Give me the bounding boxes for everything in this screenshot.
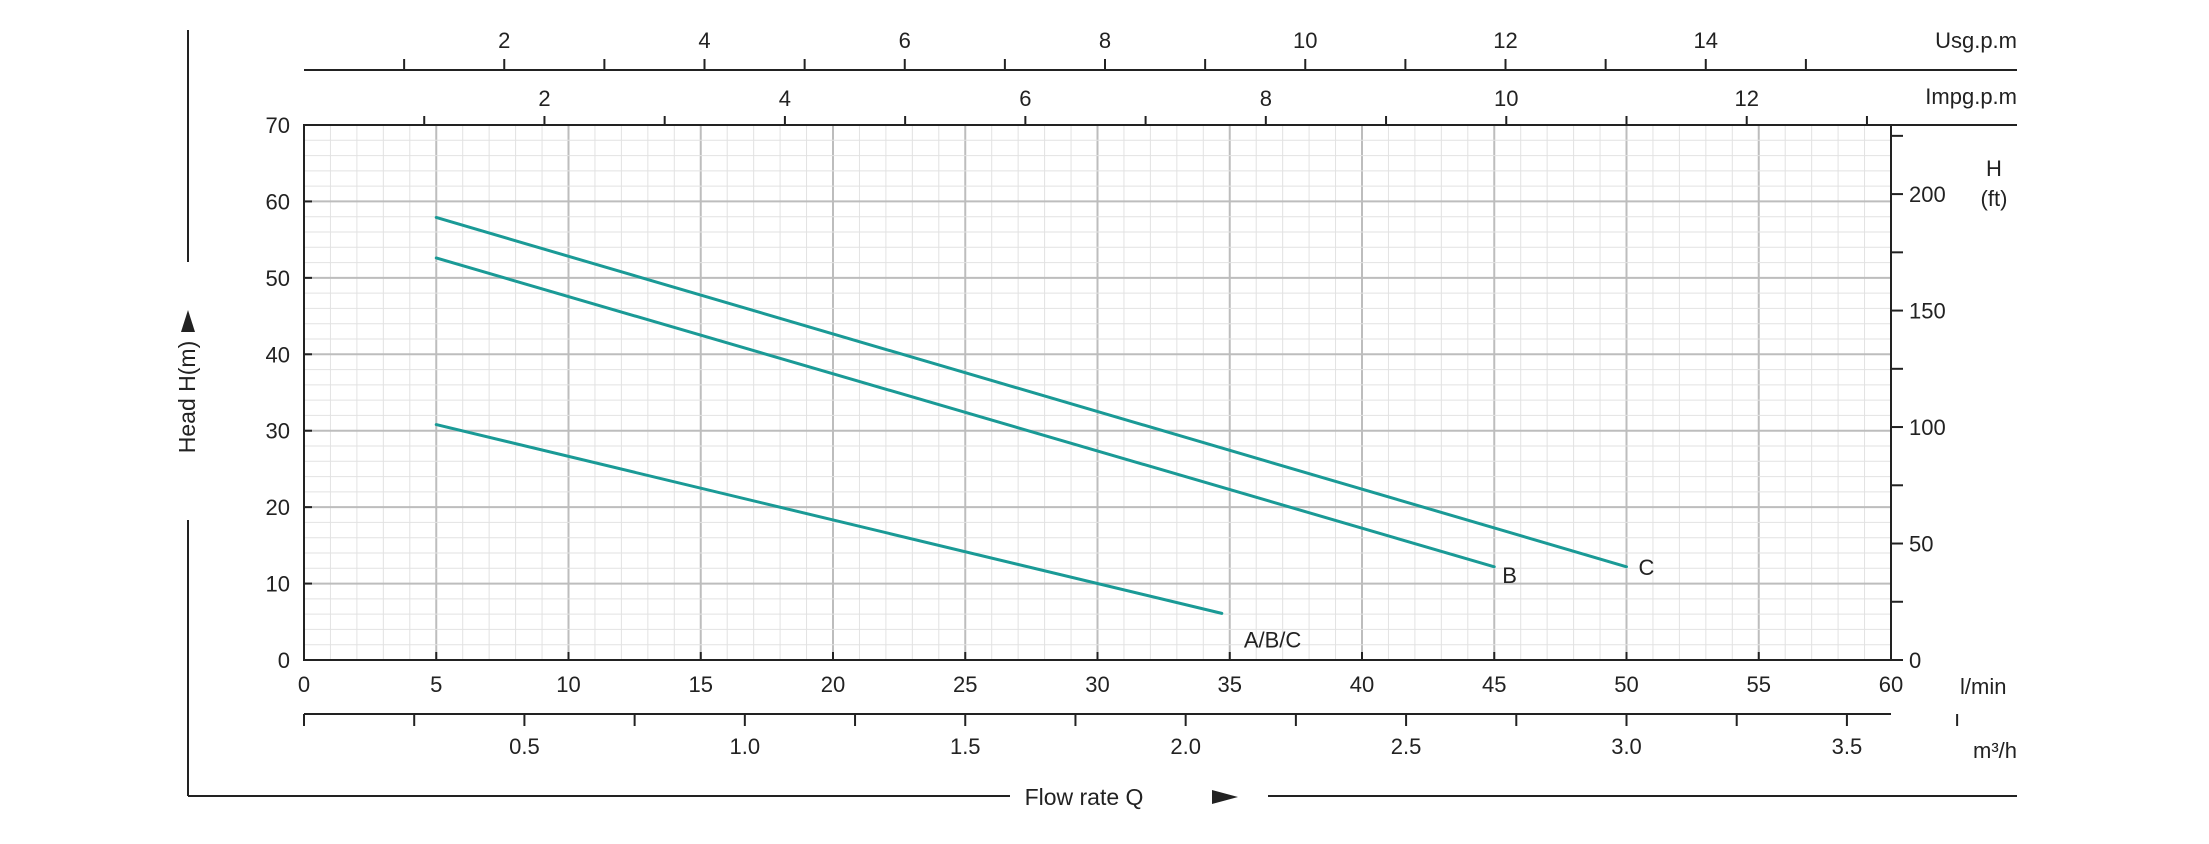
y-tick-label: 60 [266, 189, 290, 214]
series-label-a-b-c: A/B/C [1244, 627, 1302, 652]
series-line-b [434, 256, 1496, 569]
usgpm-tick-label: 12 [1493, 28, 1517, 53]
x-tick-label: 10 [556, 672, 580, 697]
m3h-tick-label: 3.5 [1832, 734, 1863, 759]
series-line-c [434, 215, 1628, 569]
usgpm-tick-label: 14 [1694, 28, 1718, 53]
impgpm-tick-label: 2 [538, 86, 550, 111]
right-tick-label: 50 [1909, 532, 1933, 557]
right-axis-title-ft: (ft) [1981, 186, 2008, 211]
plot-grid [304, 125, 1891, 660]
m3h-tick-label: 1.0 [730, 734, 761, 759]
x-tick-label: 55 [1747, 672, 1771, 697]
series-line-a-b-c [434, 423, 1224, 615]
series-lines: A/B/C B C [434, 215, 1655, 652]
usgpm-tick-label: 4 [698, 28, 710, 53]
x-tick-label: 5 [430, 672, 442, 697]
usgpm-unit-label: Usg.p.m [1935, 28, 2017, 53]
x-tick-label: 25 [953, 672, 977, 697]
right-tick-label: 150 [1909, 299, 1946, 324]
x-tick-label: 50 [1614, 672, 1638, 697]
x-tick-label: 15 [689, 672, 713, 697]
x-axis-title: Flow rate Q [1025, 784, 1144, 810]
usgpm-tick-label: 2 [498, 28, 510, 53]
m3h-tick-label: 2.0 [1170, 734, 1201, 759]
m3h-tick-label: 3.0 [1611, 734, 1642, 759]
m3h-tick-label: 1.5 [950, 734, 981, 759]
series-label-c: C [1639, 555, 1655, 580]
impgpm-tick-label: 6 [1019, 86, 1031, 111]
y-axis-title: Head H(m) [174, 341, 200, 453]
right-tick-label: 0 [1909, 648, 1921, 673]
m3h-tick-label: 2.5 [1391, 734, 1422, 759]
y-tick-label: 10 [266, 572, 290, 597]
right-tick-label: 200 [1909, 182, 1946, 207]
y-tick-label: 20 [266, 495, 290, 520]
usgpm-tick-label: 8 [1099, 28, 1111, 53]
y-title-arrow-icon [181, 310, 195, 332]
impgpm-tick-label: 12 [1734, 86, 1758, 111]
usgpm-tick-label: 10 [1293, 28, 1317, 53]
right-tick-label: 100 [1909, 415, 1946, 440]
x-tick-label: 45 [1482, 672, 1506, 697]
m3h-tick-label: 0.5 [509, 734, 540, 759]
x-tick-label: 0 [298, 672, 310, 697]
lmin-unit-label: l/min [1960, 674, 2006, 699]
m3h-unit-label: m³/h [1973, 738, 2017, 763]
x-tick-label: 20 [821, 672, 845, 697]
impgpm-tick-label: 10 [1494, 86, 1518, 111]
impgpm-tick-label: 8 [1260, 86, 1272, 111]
y-tick-label: 40 [266, 342, 290, 367]
x-tick-label: 35 [1218, 672, 1242, 697]
impgpm-unit-label: Impg.p.m [1925, 84, 2017, 109]
y-tick-label: 30 [266, 419, 290, 444]
x-tick-label: 30 [1085, 672, 1109, 697]
x-title-arrow-icon [1212, 790, 1238, 804]
x-tick-label: 40 [1350, 672, 1374, 697]
series-label-b: B [1502, 563, 1517, 588]
impgpm-tick-label: 4 [779, 86, 791, 111]
right-axis-title-h: H [1986, 156, 2002, 181]
y-tick-label: 50 [266, 266, 290, 291]
x-tick-label: 60 [1879, 672, 1903, 697]
y-tick-label: 70 [266, 113, 290, 138]
axes: 0 5 10 15 20 25 30 35 40 45 50 55 600102030405060700… [266, 28, 2017, 759]
usgpm-tick-label: 6 [899, 28, 911, 53]
y-tick-label: 0 [278, 648, 290, 673]
